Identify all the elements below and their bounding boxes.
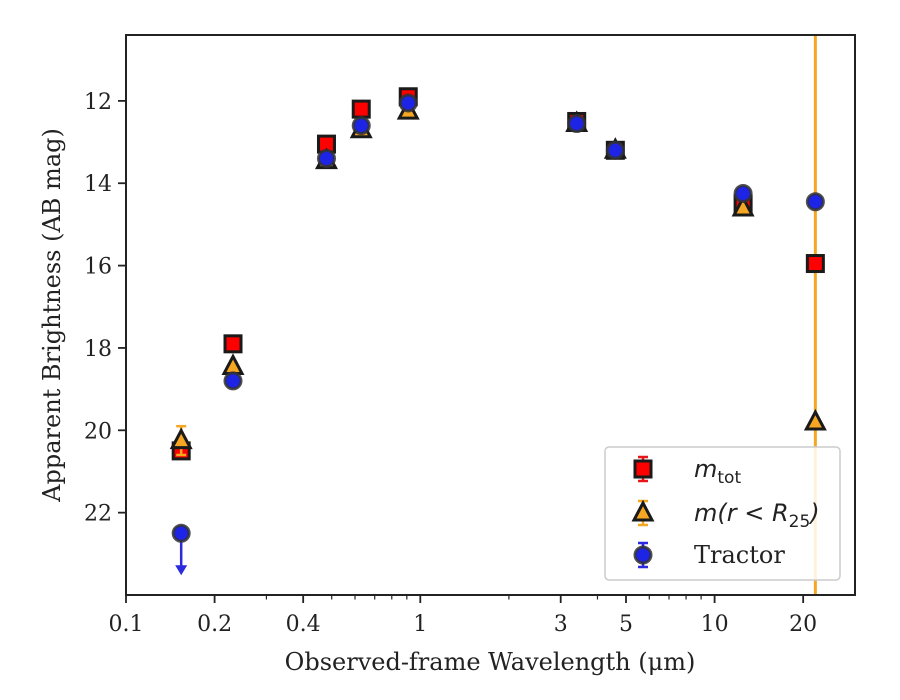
legend-entry: Tractor bbox=[633, 541, 785, 569]
x-tick-label: 0.2 bbox=[197, 612, 232, 637]
x-tick-label: 0.1 bbox=[109, 612, 144, 637]
data-point-triangle bbox=[221, 353, 245, 375]
legend-label: Tractor bbox=[694, 541, 785, 569]
plot-area bbox=[169, 35, 827, 595]
data-point-circle bbox=[223, 371, 243, 391]
legend-label: mtot bbox=[694, 455, 741, 488]
legend-box bbox=[604, 446, 841, 581]
data-point-square bbox=[805, 254, 825, 274]
plot-inner bbox=[169, 35, 827, 595]
data-point-triangle bbox=[731, 194, 755, 217]
data-point-circle bbox=[605, 140, 625, 160]
x-tick-label: 20 bbox=[789, 612, 817, 637]
x-tick-label: 5 bbox=[619, 612, 633, 637]
data-point-circle bbox=[567, 114, 587, 134]
triangle-marker bbox=[631, 499, 655, 522]
x-tick-label: 3 bbox=[554, 612, 568, 637]
square-marker bbox=[223, 334, 243, 354]
square-marker bbox=[351, 99, 371, 119]
data-point-circle bbox=[171, 523, 191, 576]
circle-marker bbox=[351, 116, 371, 136]
data-point-square bbox=[351, 99, 371, 119]
series-square bbox=[171, 87, 825, 461]
y-tick-label: 12 bbox=[84, 90, 112, 115]
legend-entry: mtot bbox=[633, 455, 741, 488]
data-point-circle bbox=[805, 192, 825, 212]
series-triangle bbox=[169, 97, 827, 457]
circle-marker bbox=[733, 184, 753, 204]
circle-marker bbox=[805, 192, 825, 212]
triangle-marker bbox=[221, 353, 245, 375]
x-tick-label: 0.4 bbox=[286, 612, 321, 637]
legend-label: m(r < R25) bbox=[694, 499, 820, 532]
data-point-triangle bbox=[169, 424, 193, 457]
triangle-marker bbox=[731, 194, 755, 217]
triangle-marker bbox=[169, 427, 193, 450]
square-marker bbox=[805, 254, 825, 274]
x-axis-label: Observed-frame Wavelength (μm) bbox=[285, 648, 696, 676]
data-point-circle bbox=[398, 93, 418, 113]
circle-marker bbox=[316, 149, 336, 169]
y-tick-label: 18 bbox=[84, 337, 112, 362]
x-tick-label: 1 bbox=[413, 612, 427, 637]
square-marker bbox=[633, 459, 653, 479]
y-tick-label: 20 bbox=[84, 419, 112, 444]
y-tick-label: 16 bbox=[84, 255, 112, 280]
data-point-square bbox=[223, 334, 243, 354]
series-circle bbox=[171, 93, 825, 576]
x-tick-label: 10 bbox=[701, 612, 729, 637]
circle-marker bbox=[567, 114, 587, 134]
y-tick-label: 22 bbox=[84, 502, 112, 527]
data-point-circle bbox=[733, 184, 753, 204]
axes: 0.1 0.2 0.4 1 3 5 10 20 12 14 16 18 20 22 bbox=[84, 34, 856, 637]
y-axis-label: Apparent Brightness (AB mag) bbox=[38, 128, 66, 503]
circle-marker bbox=[633, 545, 653, 565]
legend: mtot m(r < R25) Tractor bbox=[604, 446, 841, 581]
circle-marker bbox=[398, 93, 418, 113]
circle-marker bbox=[223, 371, 243, 391]
axes-frame bbox=[125, 34, 856, 596]
upper-limit-arrow-head bbox=[175, 565, 188, 576]
data-point-triangle bbox=[803, 408, 827, 431]
circle-marker bbox=[171, 523, 191, 543]
data-point-circle bbox=[351, 116, 371, 136]
triangle-marker bbox=[803, 408, 827, 431]
legend-entry: m(r < R25) bbox=[631, 499, 820, 532]
circle-marker bbox=[605, 140, 625, 160]
data-point-circle bbox=[316, 149, 336, 169]
y-tick-label: 14 bbox=[84, 172, 112, 197]
